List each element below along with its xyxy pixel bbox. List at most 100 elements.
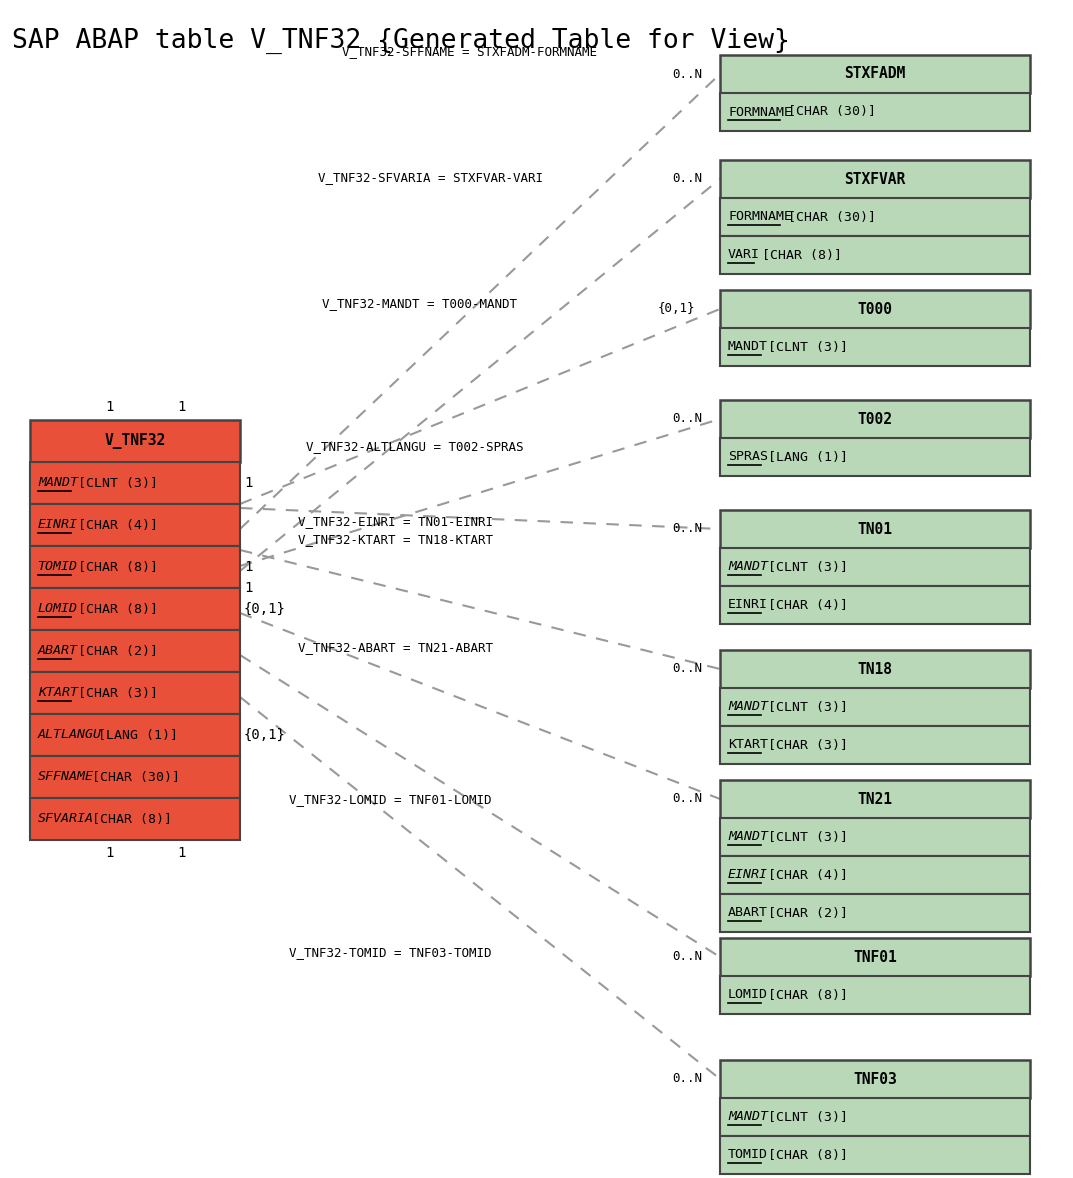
Text: 0..N: 0..N	[672, 793, 702, 806]
Bar	[720, 894, 1030, 932]
Bar	[720, 327, 1030, 366]
Text: [CHAR (2)]: [CHAR (2)]	[761, 907, 849, 920]
Text: KTART: KTART	[727, 739, 768, 752]
Bar	[30, 671, 240, 714]
Bar	[720, 977, 1030, 1014]
Text: V_TNF32-MANDT = T000-MANDT: V_TNF32-MANDT = T000-MANDT	[323, 298, 517, 311]
Text: 1: 1	[244, 476, 252, 490]
Text: 0..N: 0..N	[672, 172, 702, 185]
Text: 1: 1	[105, 401, 114, 413]
Text: 0..N: 0..N	[672, 523, 702, 536]
Text: {0,1}: {0,1}	[658, 303, 695, 316]
Text: SAP ABAP table V_TNF32 {Generated Table for View}: SAP ABAP table V_TNF32 {Generated Table …	[12, 28, 790, 54]
Bar	[720, 1098, 1030, 1136]
Text: 0..N: 0..N	[672, 951, 702, 964]
Text: SFVARIA: SFVARIA	[38, 813, 94, 826]
Text: TN21: TN21	[857, 792, 893, 807]
Bar	[720, 510, 1030, 548]
Text: MANDT: MANDT	[727, 340, 768, 353]
Text: [CHAR (30)]: [CHAR (30)]	[780, 211, 876, 224]
Text: 1: 1	[244, 581, 252, 595]
Text: MANDT: MANDT	[727, 561, 768, 574]
Text: [CLNT (3)]: [CLNT (3)]	[761, 830, 849, 843]
Text: 0..N: 0..N	[672, 1072, 702, 1085]
Text: [LANG (1)]: [LANG (1)]	[90, 728, 178, 741]
Bar	[720, 1136, 1030, 1174]
Bar	[720, 160, 1030, 198]
Bar	[720, 93, 1030, 131]
Text: SPRAS: SPRAS	[727, 450, 768, 463]
Text: [CHAR (4)]: [CHAR (4)]	[761, 868, 849, 881]
Text: V_TNF32-LOMID = TNF01-LOMID: V_TNF32-LOMID = TNF01-LOMID	[289, 794, 491, 807]
Text: ALTLANGU: ALTLANGU	[38, 728, 102, 741]
Text: TOMID: TOMID	[38, 561, 78, 574]
Text: EINRI: EINRI	[727, 868, 768, 881]
Bar	[30, 714, 240, 756]
Bar	[720, 55, 1030, 93]
Text: [CHAR (8)]: [CHAR (8)]	[761, 988, 849, 1001]
Text: 0..N: 0..N	[672, 411, 702, 424]
Text: TNF03: TNF03	[853, 1072, 897, 1086]
Text: {0,1}: {0,1}	[244, 602, 285, 616]
Bar	[720, 818, 1030, 856]
Text: [CLNT (3)]: [CLNT (3)]	[761, 1111, 849, 1124]
Text: MANDT: MANDT	[727, 1111, 768, 1124]
Bar	[30, 756, 240, 798]
Text: [CHAR (30)]: [CHAR (30)]	[780, 106, 876, 119]
Text: TOMID: TOMID	[727, 1149, 768, 1162]
Text: V_TNF32-SFVARIA = STXFVAR-VARI: V_TNF32-SFVARIA = STXFVAR-VARI	[318, 172, 543, 185]
Text: STXFADM: STXFADM	[844, 66, 906, 81]
Bar	[720, 236, 1030, 274]
Text: [CHAR (3)]: [CHAR (3)]	[761, 739, 849, 752]
Text: SFFNAME: SFFNAME	[38, 770, 94, 783]
Bar	[720, 1060, 1030, 1098]
Text: [CLNT (3)]: [CLNT (3)]	[761, 701, 849, 714]
Text: FORMNAME: FORMNAME	[727, 211, 792, 224]
Text: 1: 1	[177, 846, 186, 860]
Bar	[720, 548, 1030, 585]
Bar	[720, 438, 1030, 476]
Text: [CLNT (3)]: [CLNT (3)]	[71, 476, 159, 490]
Bar	[720, 856, 1030, 894]
Bar	[30, 630, 240, 671]
Text: LOMID: LOMID	[727, 988, 768, 1001]
Text: V_TNF32-ALTLANGU = T002-SPRAS: V_TNF32-ALTLANGU = T002-SPRAS	[306, 441, 524, 454]
Bar	[720, 726, 1030, 765]
Text: [CLNT (3)]: [CLNT (3)]	[761, 561, 849, 574]
Bar	[720, 688, 1030, 726]
Bar	[720, 401, 1030, 438]
Text: [CHAR (4)]: [CHAR (4)]	[71, 518, 159, 531]
Text: [CHAR (8)]: [CHAR (8)]	[71, 561, 159, 574]
Text: LOMID: LOMID	[38, 602, 78, 615]
Text: V_TNF32-KTART = TN18-KTART: V_TNF32-KTART = TN18-KTART	[297, 534, 493, 547]
Text: 1: 1	[244, 560, 252, 574]
Bar	[720, 290, 1030, 327]
Text: TNF01: TNF01	[853, 949, 897, 965]
Text: FORMNAME: FORMNAME	[727, 106, 792, 119]
Text: [CHAR (8)]: [CHAR (8)]	[754, 249, 842, 262]
Text: 1: 1	[177, 401, 186, 413]
Bar	[30, 798, 240, 840]
Bar	[720, 780, 1030, 818]
Text: T000: T000	[857, 302, 893, 317]
Text: EINRI: EINRI	[727, 598, 768, 611]
Text: [LANG (1)]: [LANG (1)]	[761, 450, 849, 463]
Text: MANDT: MANDT	[727, 701, 768, 714]
Bar	[720, 938, 1030, 977]
Bar	[30, 462, 240, 504]
Text: 0..N: 0..N	[672, 662, 702, 675]
Text: V_TNF32-ABART = TN21-ABART: V_TNF32-ABART = TN21-ABART	[297, 642, 493, 655]
Text: 0..N: 0..N	[672, 67, 702, 80]
Bar	[30, 588, 240, 630]
Text: [CHAR (8)]: [CHAR (8)]	[84, 813, 172, 826]
Bar	[720, 650, 1030, 688]
Text: ABART: ABART	[38, 644, 78, 657]
Text: {0,1}: {0,1}	[244, 728, 285, 742]
Text: [CHAR (8)]: [CHAR (8)]	[71, 602, 159, 615]
Text: [CHAR (8)]: [CHAR (8)]	[761, 1149, 849, 1162]
Text: T002: T002	[857, 411, 893, 426]
Text: V_TNF32-SFFNAME = STXFADM-FORMNAME: V_TNF32-SFFNAME = STXFADM-FORMNAME	[342, 46, 598, 59]
Bar	[30, 421, 240, 462]
Text: [CLNT (3)]: [CLNT (3)]	[761, 340, 849, 353]
Bar	[30, 545, 240, 588]
